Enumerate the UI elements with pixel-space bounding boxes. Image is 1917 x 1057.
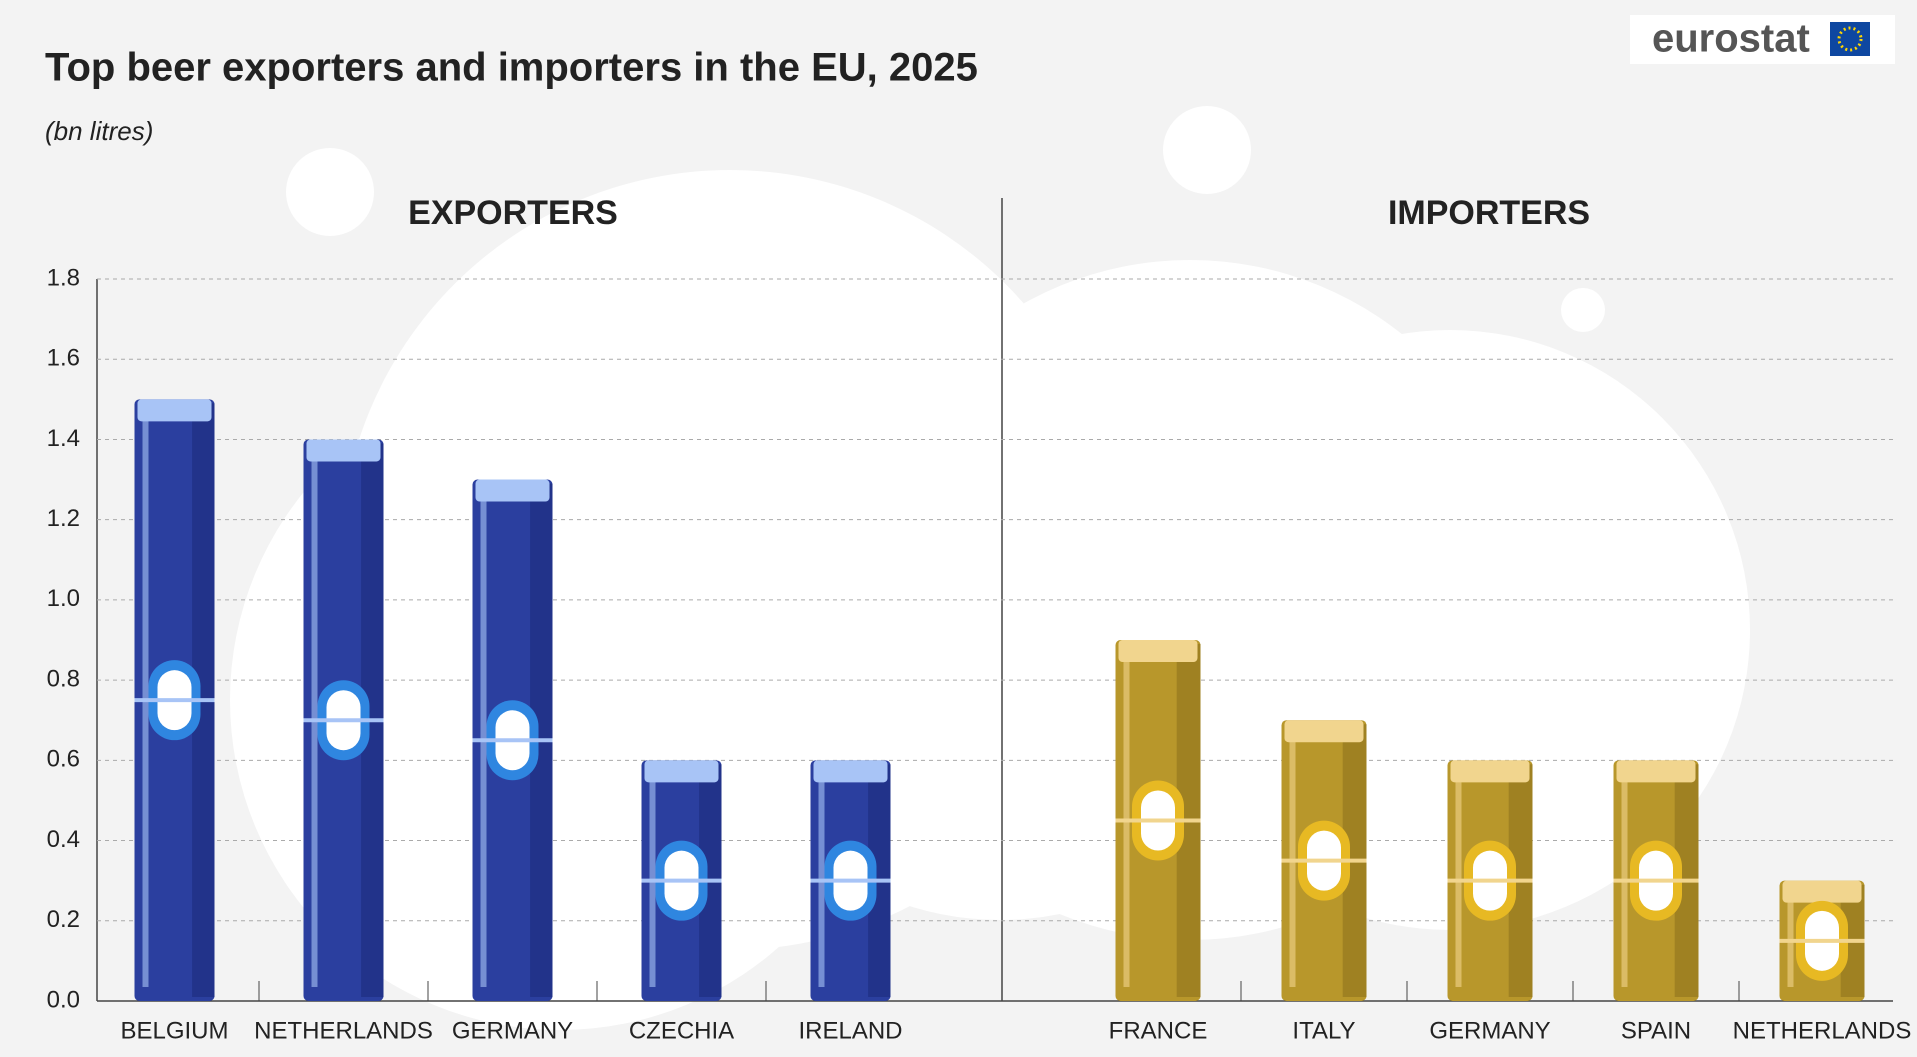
can-rim [1450,760,1530,783]
chart-title: Top beer exporters and importers in the … [45,46,978,90]
y-tick-label: 0.2 [47,906,80,933]
y-tick-label: 1.2 [47,505,80,532]
eu-stars [1837,26,1863,52]
can-rim [306,439,381,462]
can-rim [813,760,888,783]
x-tick-label: GERMANY [452,1017,573,1044]
y-tick-label: 1.0 [47,585,80,612]
can-rim [1782,880,1862,903]
y-tick-label: 0.4 [47,826,80,853]
x-tick-label: CZECHIA [629,1017,734,1044]
panel-title: EXPORTERS [408,194,618,232]
x-tick-label: GERMANY [1429,1017,1550,1044]
y-tick-label: 0.0 [47,986,80,1013]
y-tick-label: 1.6 [47,345,80,372]
can-rim [1616,760,1696,783]
can-rim [1284,720,1364,743]
y-tick-label: 0.8 [47,665,80,692]
x-tick-label: NETHERLANDS [254,1017,433,1044]
y-tick-label: 1.4 [47,425,80,452]
x-tick-label: FRANCE [1109,1017,1208,1044]
x-tick-label: SPAIN [1621,1017,1691,1044]
y-tick-label: 0.6 [47,746,80,773]
logo: eurostat [1652,17,1810,61]
subtitle: (bn litres) [45,116,153,146]
x-tick-label: IRELAND [798,1017,902,1044]
panel-title: IMPORTERS [1388,194,1590,232]
can-rim [475,479,550,502]
y-tick-label: 1.8 [47,264,80,291]
x-tick-label: NETHERLANDS [1733,1017,1912,1044]
can-rim [644,760,719,783]
x-tick-label: BELGIUM [120,1017,228,1044]
can-rim [1118,640,1198,662]
x-tick-label: ITALY [1292,1017,1355,1044]
can-rim [137,399,212,422]
